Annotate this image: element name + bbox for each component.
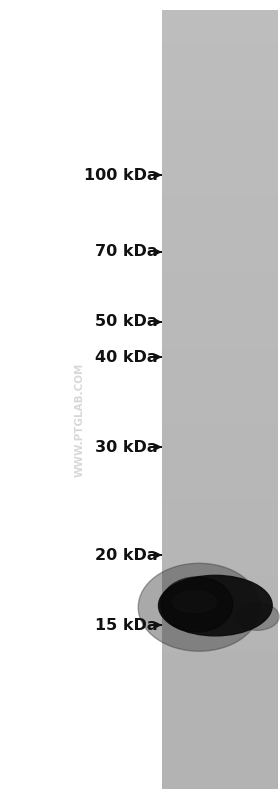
Text: 40 kDa: 40 kDa	[95, 349, 161, 364]
Ellipse shape	[138, 563, 260, 651]
Ellipse shape	[158, 575, 272, 636]
Text: 15 kDa: 15 kDa	[95, 618, 161, 633]
Text: 100 kDa: 100 kDa	[84, 168, 161, 182]
Ellipse shape	[161, 577, 233, 632]
Ellipse shape	[172, 590, 216, 613]
Text: WWW.PTGLAB.COM: WWW.PTGLAB.COM	[75, 363, 85, 477]
Text: 30 kDa: 30 kDa	[95, 439, 161, 455]
Text: 20 kDa: 20 kDa	[95, 547, 161, 562]
Text: 50 kDa: 50 kDa	[95, 315, 161, 329]
Ellipse shape	[235, 603, 279, 630]
Text: 70 kDa: 70 kDa	[95, 244, 161, 260]
